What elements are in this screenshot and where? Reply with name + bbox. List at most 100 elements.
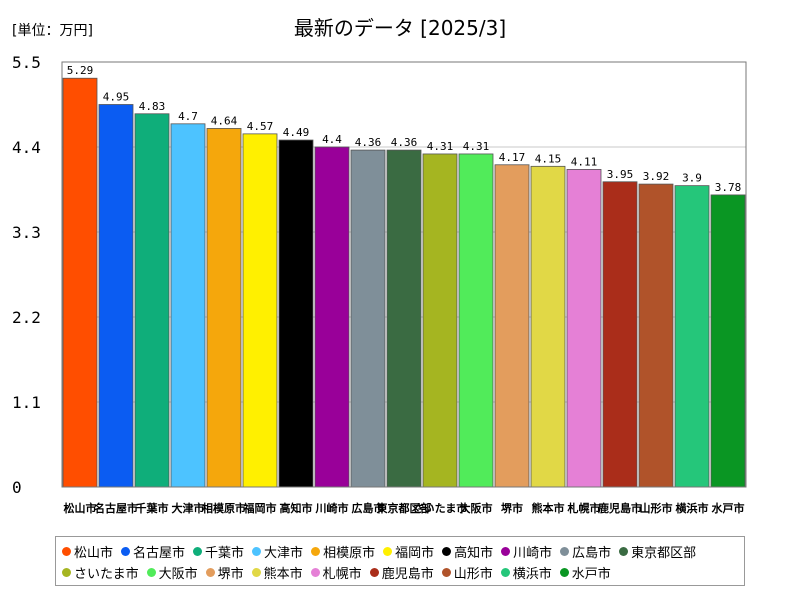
bar xyxy=(170,123,206,488)
legend-label: 松山市 xyxy=(74,546,114,561)
legend-label: 相模原市 xyxy=(323,546,376,561)
legend-label: 名古屋市 xyxy=(133,546,186,561)
x-tick-label: 熊本市 xyxy=(532,501,565,515)
legend: 松山市 名古屋市 千葉市 大津市 相模原市 福岡市 高知市 川崎市 広島市 東京都区部 さいたま市 大… xyxy=(55,536,745,586)
legend-item: 広島市 xyxy=(560,541,611,562)
bar xyxy=(206,128,242,488)
legend-label: 鹿児島市 xyxy=(381,567,434,582)
legend-label: 広島市 xyxy=(572,546,612,561)
legend-swatch xyxy=(205,568,215,577)
legend-label: 千葉市 xyxy=(205,546,245,561)
legend-label: さいたま市 xyxy=(74,567,139,582)
bar xyxy=(350,149,386,488)
x-tick-label: 大津市 xyxy=(172,501,205,515)
legend-item: 名古屋市 xyxy=(121,541,185,562)
value-label: 4.15 xyxy=(535,152,562,165)
legend-item: 鹿児島市 xyxy=(369,562,434,583)
legend-swatch xyxy=(560,547,570,556)
y-tick-label: 3.3 xyxy=(12,223,41,242)
value-label: 4.4 xyxy=(322,133,342,146)
legend-item: 堺市 xyxy=(205,562,244,583)
legend-label: 山形市 xyxy=(453,567,493,582)
legend-item: 川崎市 xyxy=(501,541,552,562)
legend-item: 大阪市 xyxy=(146,562,198,583)
bar xyxy=(494,164,530,488)
value-label: 4.49 xyxy=(283,126,310,139)
bar xyxy=(566,169,602,488)
y-tick-label: 2.2 xyxy=(12,308,41,327)
x-tick-label: 東京都区部 xyxy=(377,501,432,515)
legend-swatch xyxy=(251,568,261,577)
x-tick-label: 高知市 xyxy=(280,501,313,515)
value-label: 4.17 xyxy=(499,151,526,164)
value-label: 3.92 xyxy=(643,170,670,183)
legend-item: 横浜市 xyxy=(500,562,552,583)
legend-swatch xyxy=(252,547,262,556)
bar xyxy=(314,146,350,488)
legend-label: 堺市 xyxy=(217,567,244,582)
legend-item: 大津市 xyxy=(252,541,303,562)
bar xyxy=(134,113,170,488)
bar xyxy=(458,153,494,488)
legend-label: 熊本市 xyxy=(263,567,303,582)
x-tick-label: 相模原市 xyxy=(202,501,246,515)
legend-label: 大阪市 xyxy=(158,567,198,582)
legend-label: 大津市 xyxy=(264,546,304,561)
y-tick-label: 4.4 xyxy=(12,138,41,157)
legend-swatch xyxy=(310,568,320,577)
legend-swatch xyxy=(383,547,393,556)
legend-item: 松山市 xyxy=(62,541,113,562)
value-label: 4.95 xyxy=(103,91,130,104)
y-axis-ticks: 0 1.1 2.2 3.3 4.4 5.5 xyxy=(12,53,41,497)
x-tick-label: 鹿児島市 xyxy=(598,501,642,515)
value-label: 4.64 xyxy=(211,114,238,127)
bar xyxy=(602,181,638,488)
bar xyxy=(278,139,314,488)
legend-swatch xyxy=(62,568,71,577)
bars xyxy=(62,77,746,488)
x-tick-label: 横浜市 xyxy=(676,501,709,515)
y-tick-label: 0 xyxy=(12,478,22,497)
legend-swatch xyxy=(62,547,71,556)
value-label: 4.11 xyxy=(571,155,598,168)
legend-item: さいたま市 xyxy=(62,562,139,583)
value-label: 3.78 xyxy=(715,181,742,194)
legend-label: 東京都区部 xyxy=(631,546,697,561)
legend-item: 水戸市 xyxy=(559,562,611,583)
x-tick-label: 大阪市 xyxy=(460,501,493,515)
value-label: 4.36 xyxy=(355,136,382,149)
legend-item: 東京都区部 xyxy=(619,541,696,562)
x-tick-label: 松山市 xyxy=(64,501,97,515)
chart-title: 最新のデータ [2025/3] xyxy=(293,16,507,40)
bar xyxy=(98,104,134,488)
legend-item: 高知市 xyxy=(442,541,493,562)
bar xyxy=(530,165,566,488)
legend-label: 横浜市 xyxy=(512,567,552,582)
legend-swatch xyxy=(442,547,452,556)
legend-label: 川崎市 xyxy=(513,546,553,561)
legend-item: 熊本市 xyxy=(251,562,303,583)
legend-item: 千葉市 xyxy=(193,541,244,562)
x-tick-label: さいたま市 xyxy=(413,501,468,515)
legend-label: 水戸市 xyxy=(571,567,611,582)
x-tick-label: 広島市 xyxy=(352,501,385,515)
y-tick-label: 1.1 xyxy=(12,393,41,412)
value-label: 4.31 xyxy=(463,140,490,153)
value-label: 3.9 xyxy=(682,172,702,185)
bar-chart: 0 1.1 2.2 3.3 4.4 5.5 5.29 4.95 4.83 4.7 4.64 4.57… xyxy=(12,53,747,515)
y-tick-label: 5.5 xyxy=(12,53,41,72)
legend-label: 高知市 xyxy=(454,546,494,561)
legend-swatch xyxy=(369,568,379,577)
unit-label: [単位：万円] xyxy=(12,23,93,39)
bar xyxy=(638,183,674,488)
value-label: 5.29 xyxy=(67,64,94,77)
legend-swatch xyxy=(146,568,156,577)
bar xyxy=(242,133,278,488)
legend-swatch xyxy=(500,568,510,577)
x-tick-label: 福岡市 xyxy=(243,501,277,515)
value-label: 3.95 xyxy=(607,168,634,181)
legend-item: 山形市 xyxy=(441,562,493,583)
bar xyxy=(422,153,458,488)
value-label: 4.31 xyxy=(427,140,454,153)
